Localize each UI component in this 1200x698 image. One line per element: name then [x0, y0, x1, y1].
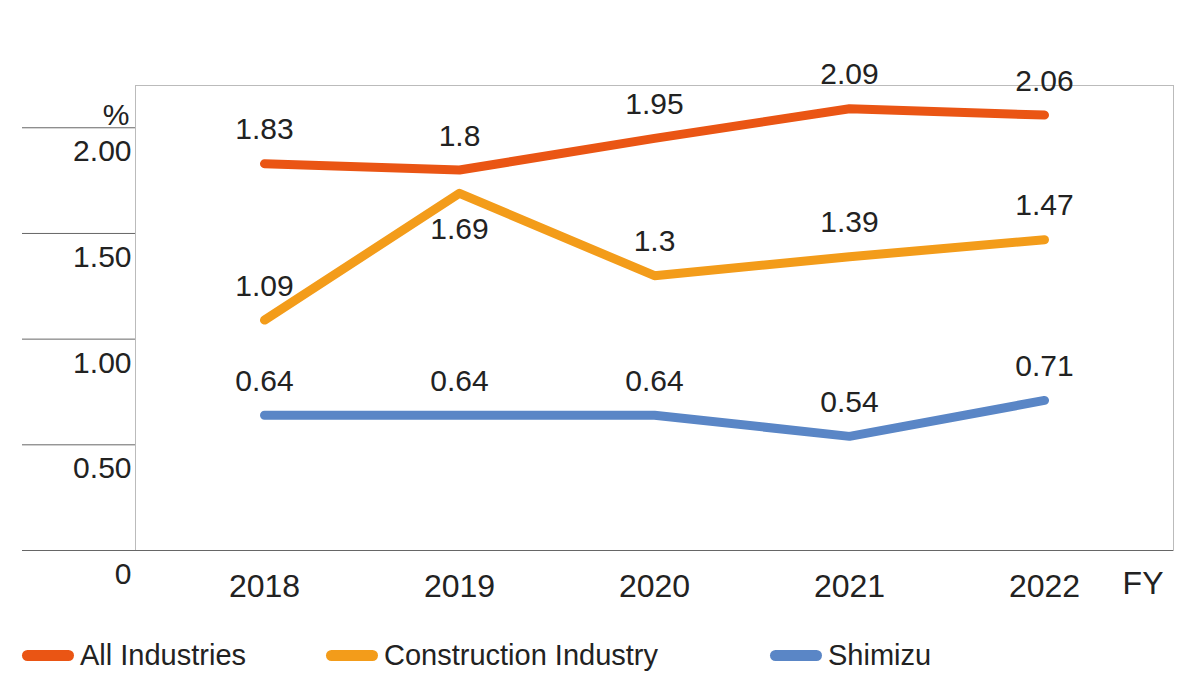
svg-text:1.09: 1.09	[235, 269, 293, 302]
html-text:All Industries: All Industries	[80, 638, 246, 671]
svg-text:2.06: 2.06	[1015, 64, 1073, 97]
svg-text:1.39: 1.39	[820, 205, 878, 238]
svg-text:0.71: 0.71	[1015, 349, 1073, 382]
svg-text:2020: 2020	[619, 568, 690, 604]
svg-text:1.00: 1.00	[73, 346, 131, 379]
svg-text:0.50: 0.50	[73, 451, 131, 484]
svg-text:2.09: 2.09	[820, 57, 878, 90]
svg-text:1.47: 1.47	[1015, 188, 1073, 221]
svg-text:0.64: 0.64	[430, 364, 488, 397]
svg-text:1.8: 1.8	[439, 119, 481, 152]
svg-text:0.54: 0.54	[820, 385, 878, 418]
svg-text:1.95: 1.95	[625, 87, 683, 120]
svg-text:1.83: 1.83	[235, 112, 293, 145]
svg-text:0.64: 0.64	[625, 364, 683, 397]
html-text:Shimizu: Shimizu	[828, 638, 932, 671]
svg-text:1.50: 1.50	[73, 240, 131, 273]
svg-text:0: 0	[115, 557, 132, 590]
svg-text:2022: 2022	[1009, 568, 1080, 604]
svg-text:1.69: 1.69	[430, 212, 488, 245]
svg-text:0.64: 0.64	[235, 364, 293, 397]
svg-text:2019: 2019	[424, 568, 495, 604]
svg-text:2.00: 2.00	[73, 134, 131, 167]
svg-text:1.3: 1.3	[634, 224, 676, 257]
html-text:Construction Industry: Construction Industry	[384, 638, 658, 671]
svg-text:%: %	[103, 98, 130, 131]
svg-text:2018: 2018	[229, 568, 300, 604]
svg-text:2021: 2021	[814, 568, 885, 604]
svg-text:FY: FY	[1123, 565, 1164, 601]
